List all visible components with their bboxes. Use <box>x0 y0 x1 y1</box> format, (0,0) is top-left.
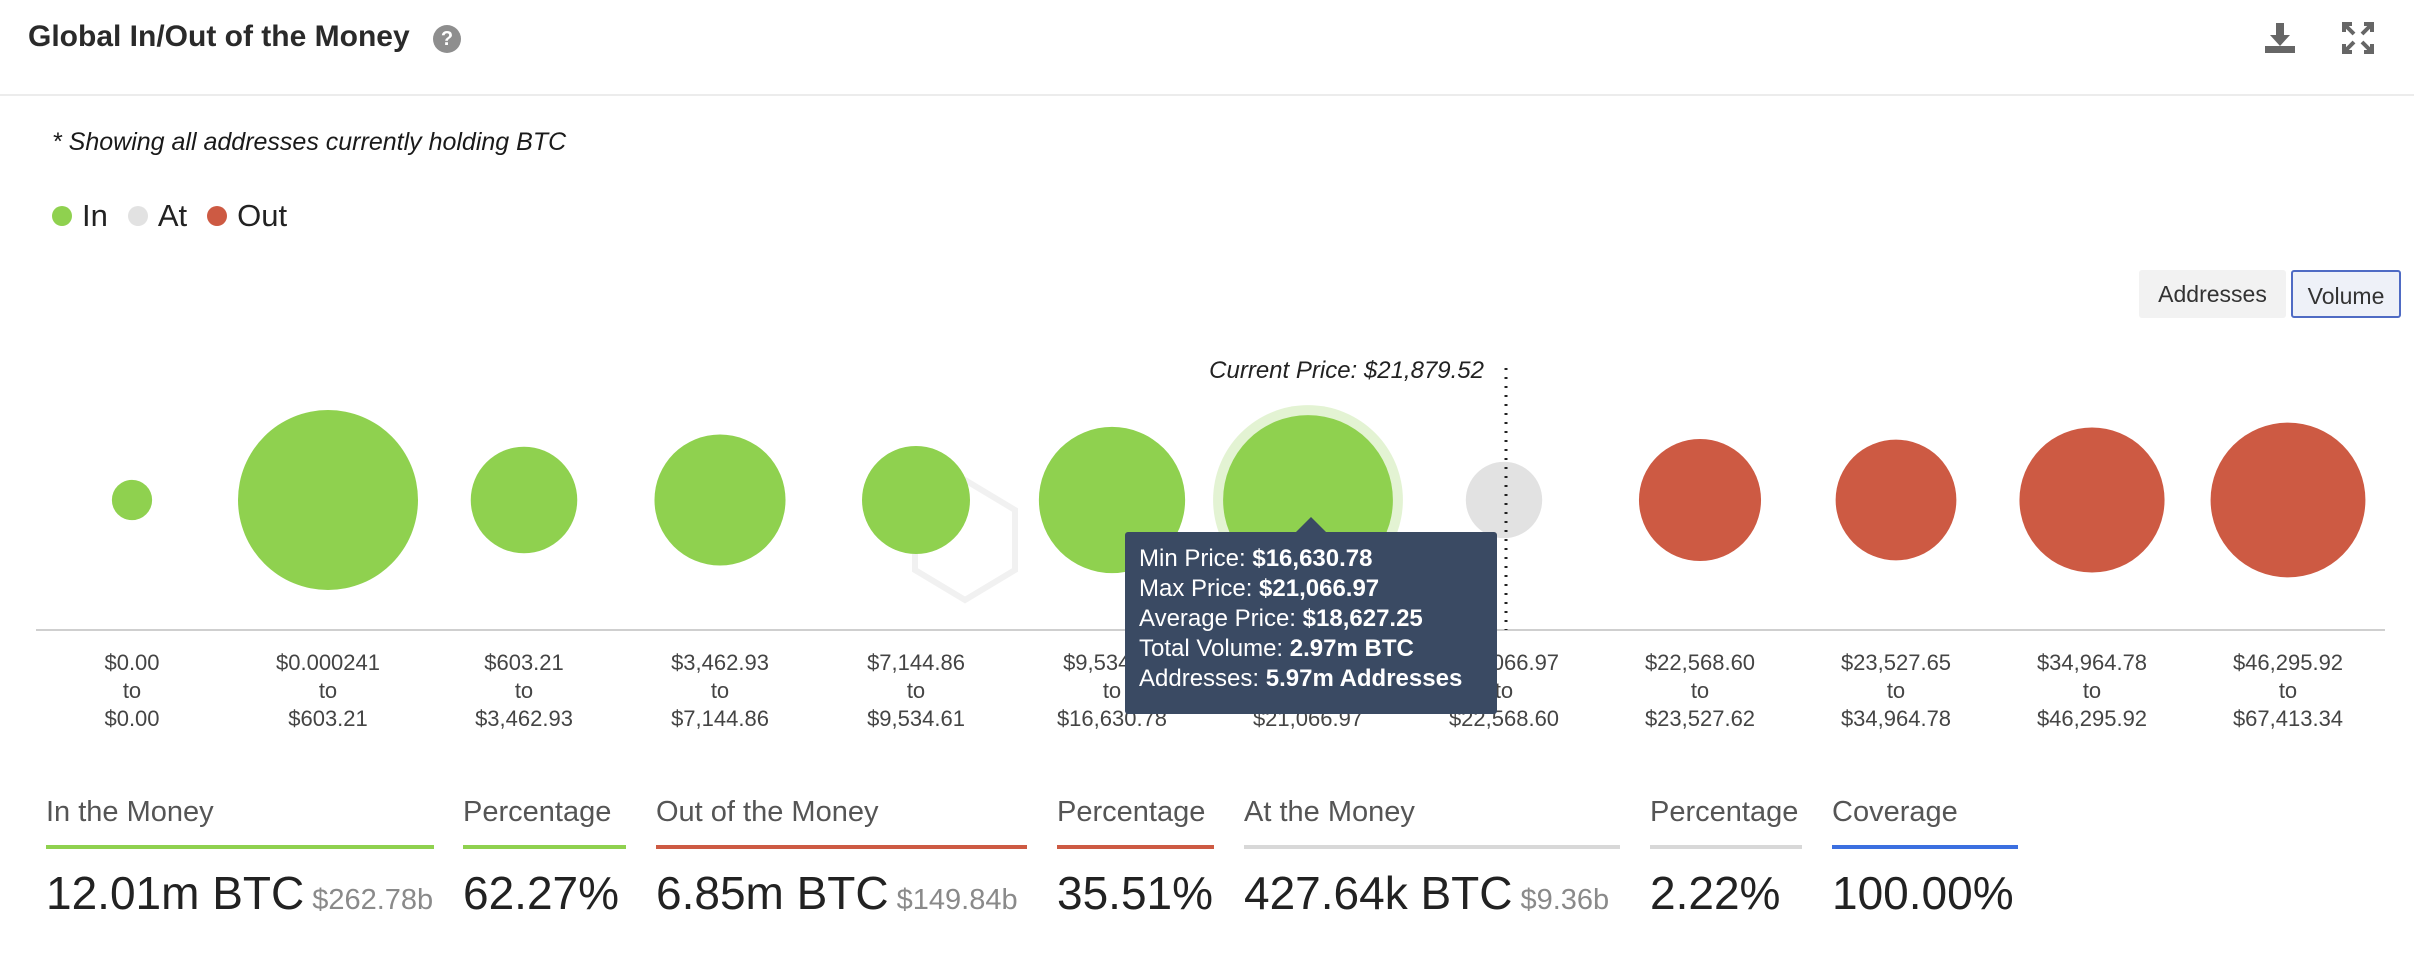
bubble-at <box>1465 461 1543 539</box>
legend-item-at[interactable]: At <box>127 198 188 234</box>
stat-in-percentage: Percentage 62.27% <box>463 796 626 919</box>
stat-value: 35.51% <box>1057 867 1214 919</box>
bubble-in <box>238 410 418 590</box>
stat-underline <box>1832 845 2018 849</box>
bubble-in <box>862 446 970 554</box>
stat-at-the-money: At the Money 427.64k BTC $9.36b <box>1244 796 1620 919</box>
stat-label: In the Money <box>46 796 214 828</box>
stat-out-of-the-money: Out of the Money 6.85m BTC $149.84b <box>656 796 1027 919</box>
tooltip-avg-price: Average Price: $18,627.25 <box>1139 605 1423 632</box>
bubble-out <box>2019 427 2165 573</box>
stat-value: 2.22% <box>1650 867 1781 919</box>
stat-at-percentage: Percentage 2.22% <box>1650 796 1802 919</box>
tick-label: $22,568.60 to $23,527.62 <box>1645 650 1755 731</box>
stat-label: Percentage <box>1057 796 1206 828</box>
current-price-label: Current Price: $21,879.52 <box>1209 357 1484 384</box>
stat-label: Out of the Money <box>656 796 879 828</box>
tick-label: $3,462.93 to $7,144.86 <box>671 650 769 731</box>
stat-coverage: Coverage 100.00% <box>1832 796 2018 919</box>
legend-dot-out <box>207 206 228 226</box>
stat-in-the-money: In the Money 12.01m BTC $262.78b <box>46 796 434 919</box>
stat-value: 12.01m BTC $262.78b <box>46 867 434 919</box>
stat-label: Percentage <box>463 796 612 828</box>
tick-label: $46,295.92 to $67,413.34 <box>2233 650 2343 731</box>
fullscreen-icon[interactable] <box>2340 20 2376 56</box>
bubble-in <box>654 434 786 566</box>
legend-label-in: In <box>82 198 108 233</box>
chart-title: Global In/Out of the Money <box>28 20 410 53</box>
tooltip-min-price: Min Price: $16,630.78 <box>1139 545 1373 572</box>
legend-label-out: Out <box>237 198 288 233</box>
chart-legend: In At Out <box>52 198 307 234</box>
addresses-toggle-button[interactable]: Addresses <box>2139 270 2286 318</box>
bubble-in <box>111 479 153 521</box>
stat-underline <box>1244 845 1620 849</box>
tick-label: $0.00 to $0.00 <box>104 650 159 731</box>
tick-label: $34,964.78 to $46,295.92 <box>2037 650 2147 731</box>
stat-out-percentage: Percentage 35.51% <box>1057 796 1214 919</box>
legend-dot-at <box>127 206 148 226</box>
bucket-tooltip: Min Price: $16,630.78 Max Price: $21,066… <box>1125 532 1497 714</box>
tooltip-max-price: Max Price: $21,066.97 <box>1139 575 1380 602</box>
stat-underline <box>1057 845 1214 849</box>
stat-value: 427.64k BTC $9.36b <box>1244 867 1610 919</box>
legend-dot-in <box>52 206 72 226</box>
tick-label: $7,144.86 to $9,534.61 <box>867 650 965 731</box>
stat-label: Percentage <box>1650 796 1799 828</box>
legend-item-out[interactable]: Out <box>207 198 287 234</box>
download-icon[interactable] <box>2262 20 2298 56</box>
tick-label: $603.21 to $3,462.93 <box>475 650 573 731</box>
stat-underline <box>46 845 434 849</box>
tooltip-addresses: Addresses: 5.97m Addresses <box>1139 665 1463 692</box>
stat-underline <box>463 845 626 849</box>
bubble-in <box>470 446 578 554</box>
stat-value: 100.00% <box>1832 867 2014 919</box>
bubble-out <box>1638 438 1762 562</box>
stat-underline <box>1650 845 1802 849</box>
legend-item-in[interactable]: In <box>52 198 108 234</box>
volume-toggle-button[interactable]: Volume <box>2291 270 2401 318</box>
stat-label: Coverage <box>1832 796 1958 828</box>
tick-label: $23,527.65 to $34,964.78 <box>1841 650 1951 731</box>
legend-label-at: At <box>157 198 188 233</box>
tooltip-arrow <box>1295 517 1327 533</box>
bubble-out <box>2210 422 2366 578</box>
chart-header: Global In/Out of the Money ? <box>0 0 2414 96</box>
tooltip-total-volume: Total Volume: 2.97m BTC <box>1139 635 1414 662</box>
stat-label: At the Money <box>1244 796 1415 828</box>
tick-label: $0.000241 to $603.21 <box>276 650 380 731</box>
stat-value: 6.85m BTC $149.84b <box>656 867 1018 919</box>
help-icon[interactable]: ? <box>433 25 461 53</box>
stat-value: 62.27% <box>463 867 620 919</box>
chart-note: * Showing all addresses currently holdin… <box>52 128 567 156</box>
stat-underline <box>656 845 1027 849</box>
bubble-out <box>1835 439 1957 561</box>
